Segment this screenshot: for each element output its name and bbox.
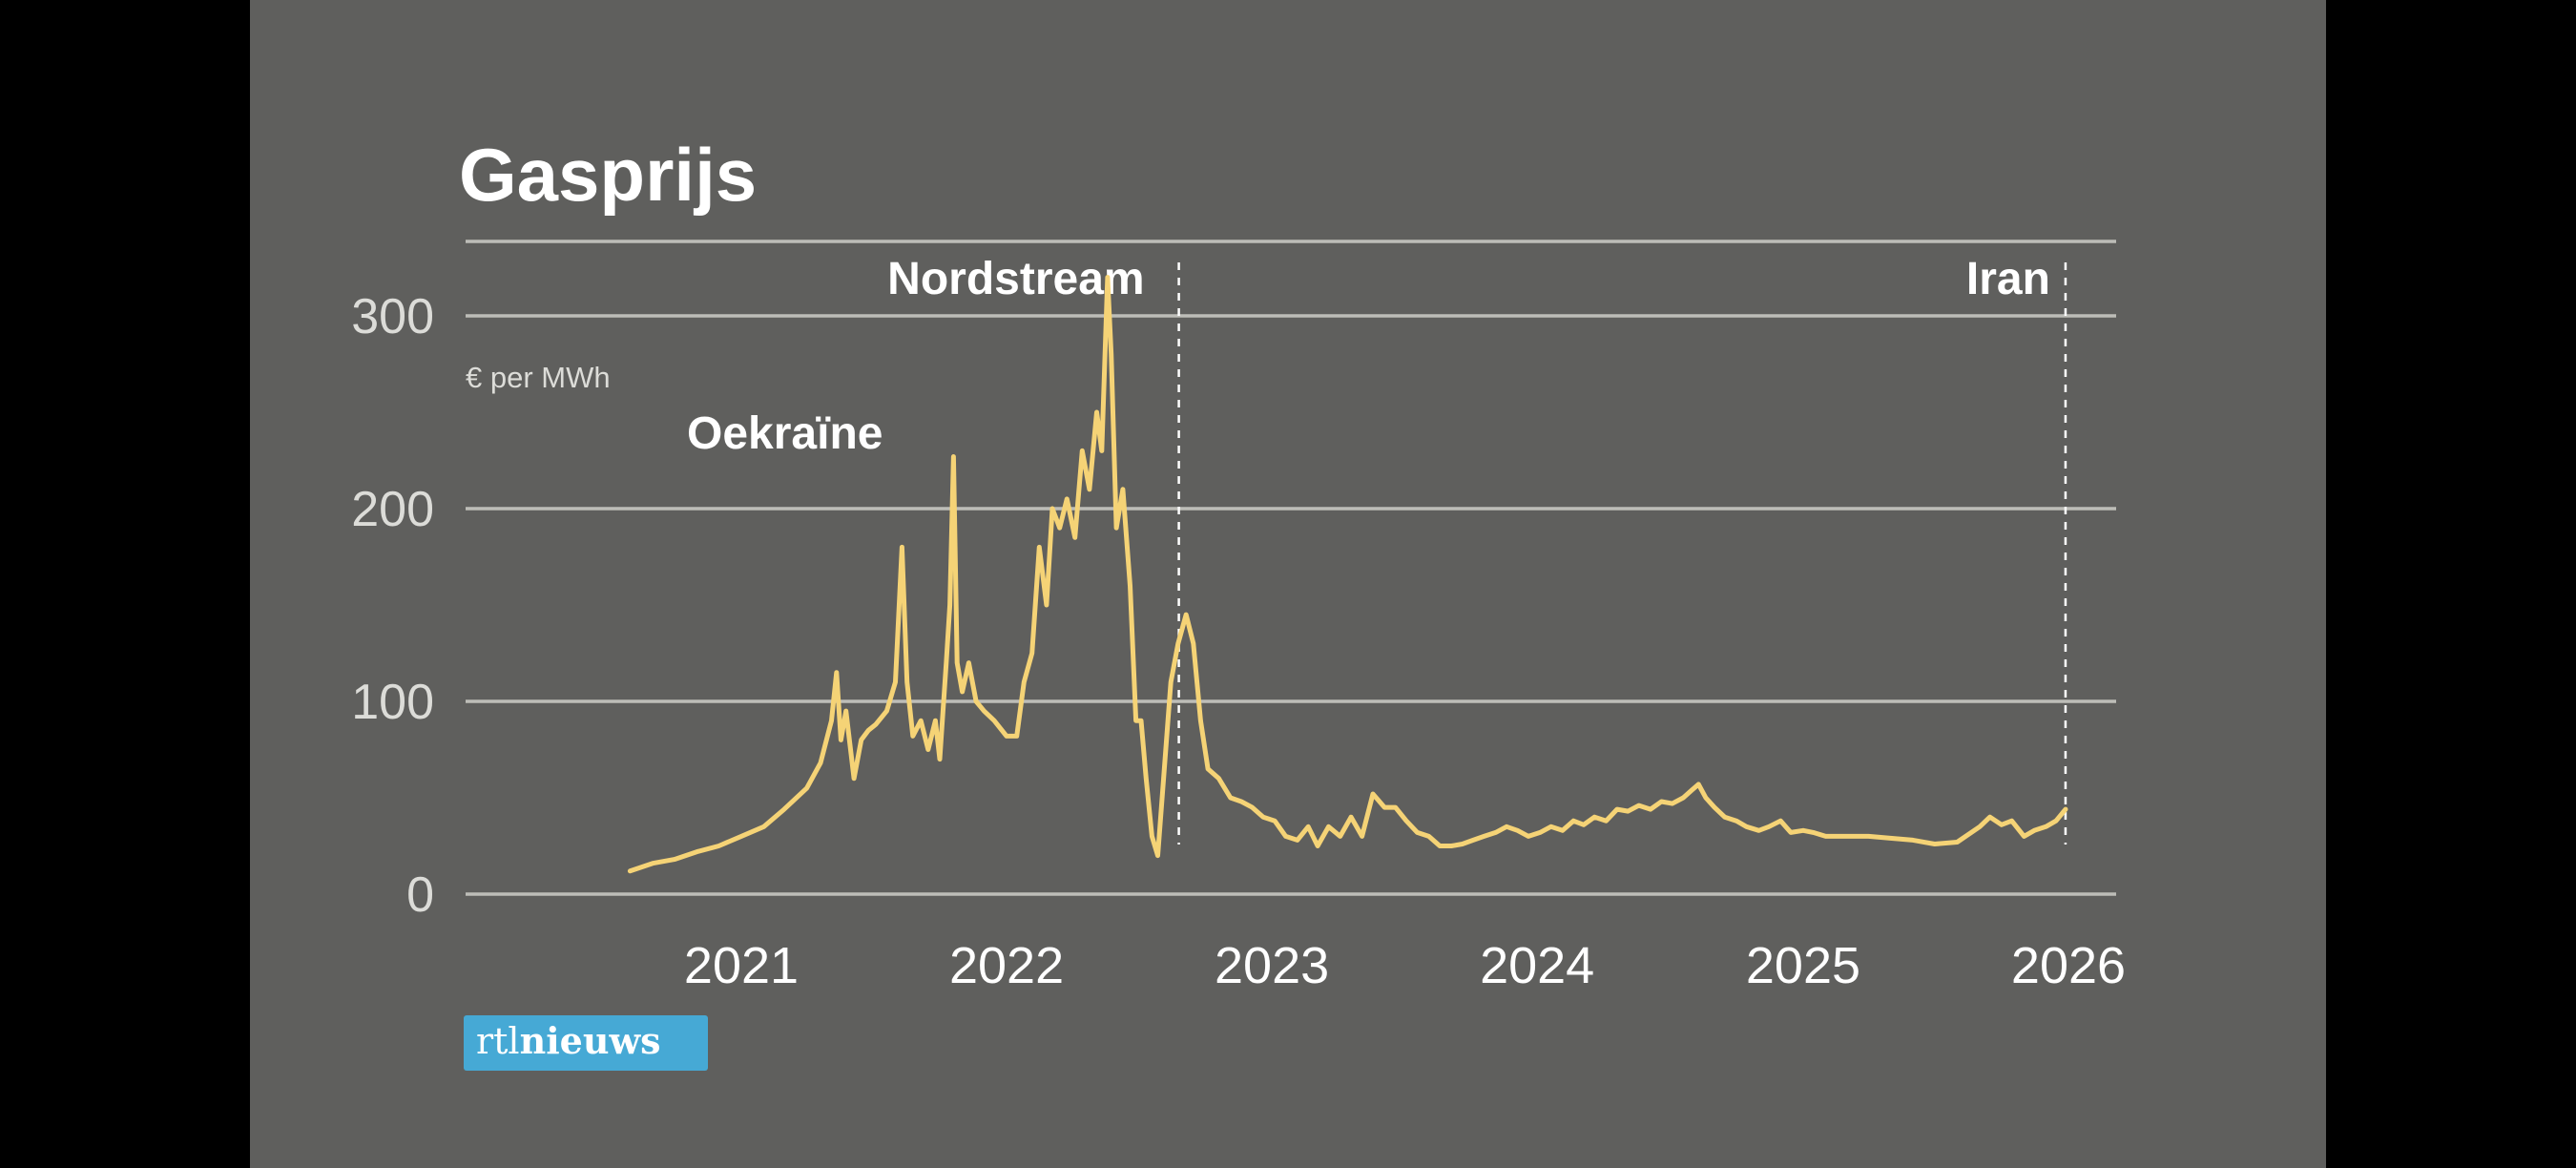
x-tick-label: 2021 bbox=[684, 937, 799, 994]
x-tick-label: 2025 bbox=[1746, 937, 1860, 994]
y-tick-label: 200 bbox=[351, 482, 434, 537]
x-tick-label: 2023 bbox=[1215, 937, 1329, 994]
price-series-line bbox=[627, 275, 2068, 874]
x-tick-label: 2022 bbox=[949, 937, 1064, 994]
x-tick-label: 2026 bbox=[2011, 937, 2126, 994]
y-tick-label: 300 bbox=[351, 289, 434, 344]
x-axis: 2021 2022 2023 2024 2025 2026 bbox=[684, 937, 2126, 994]
grid-layer bbox=[466, 314, 2116, 896]
logo-text: rtlnieuws bbox=[476, 1019, 661, 1062]
chart-panel bbox=[250, 0, 2326, 1168]
annotations: Oekraïne Nordstream Iran bbox=[687, 254, 2067, 845]
logo-text-rtl: rtl bbox=[476, 1020, 520, 1062]
annotation-label: Iran bbox=[1966, 254, 2050, 304]
logo-background bbox=[464, 1015, 708, 1071]
annotation-label: Nordstream bbox=[887, 254, 1144, 304]
y-tick-label: 100 bbox=[351, 675, 434, 730]
y-axis: 0 100 200 300 bbox=[351, 289, 434, 923]
chart-title: Gasprijs bbox=[459, 133, 757, 217]
x-tick-label: 2024 bbox=[1480, 937, 1594, 994]
y-tick-label: 0 bbox=[406, 867, 434, 923]
series-layer bbox=[627, 275, 2068, 874]
unit-label: € per MWh bbox=[466, 361, 611, 394]
rtl-nieuws-logo: rtlnieuws bbox=[464, 1015, 708, 1071]
logo-text-nieuws: nieuws bbox=[520, 1019, 661, 1062]
annotation-label: Oekraïne bbox=[687, 408, 883, 459]
